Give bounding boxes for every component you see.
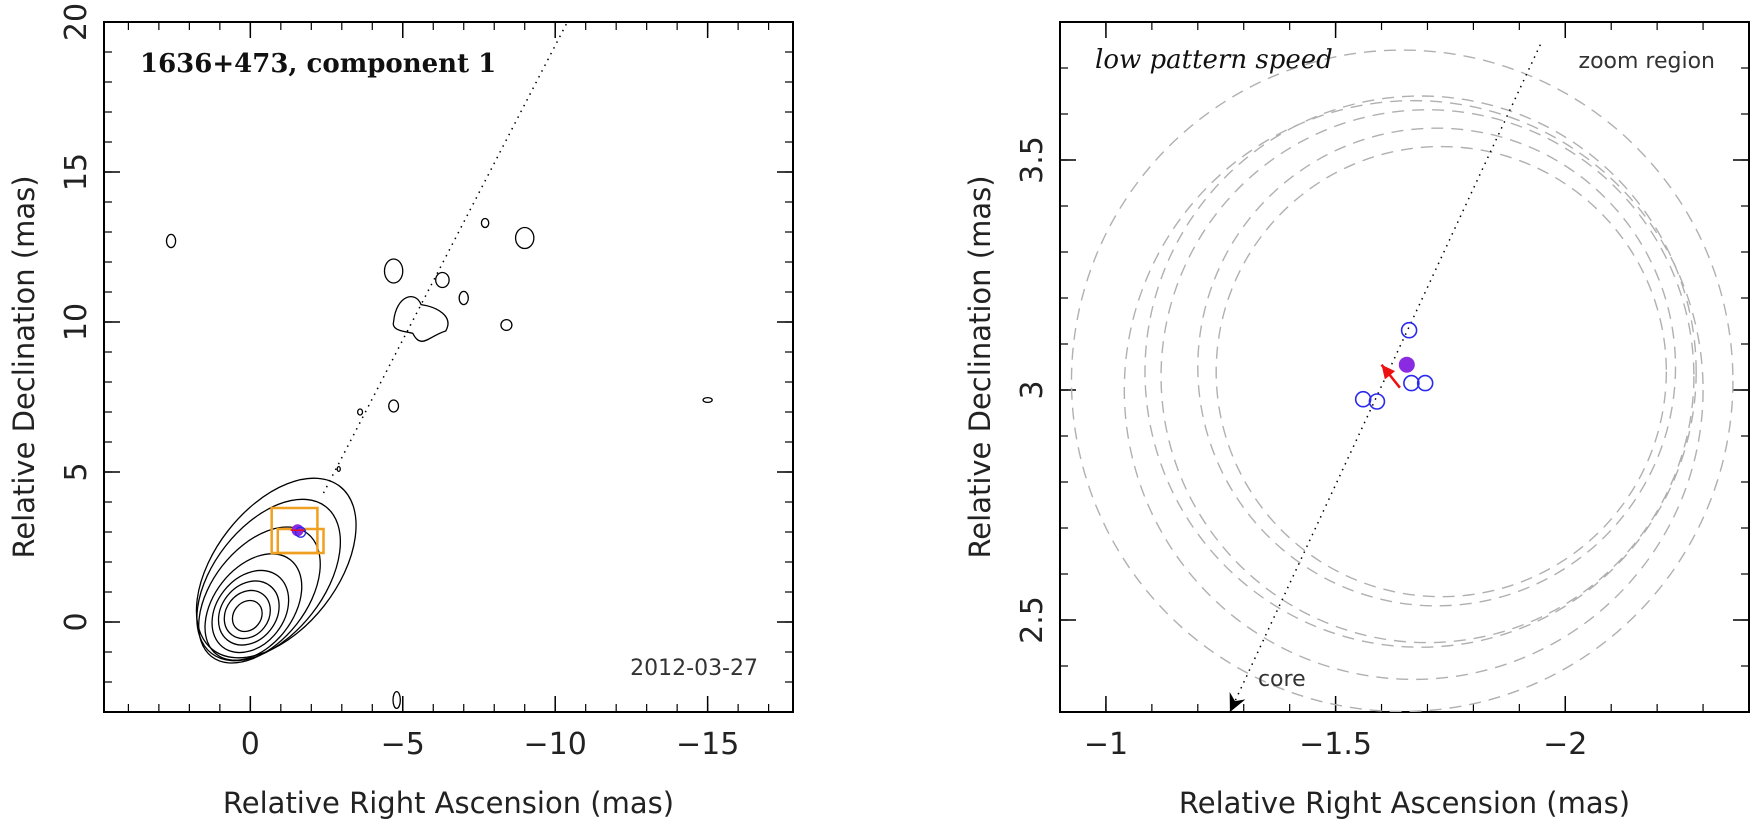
contour-island — [392, 690, 401, 710]
core-direction-arrowhead — [1229, 692, 1246, 712]
core-label: core — [1258, 667, 1306, 692]
y-tick-label: 0 — [59, 612, 94, 631]
y-tick-label: 3 — [1015, 380, 1050, 399]
contour-island — [514, 226, 535, 250]
y-tick-label: 15 — [59, 153, 94, 191]
x-tick-label: −1.5 — [1299, 727, 1372, 762]
pattern-speed-circle — [1215, 145, 1668, 598]
observed-point — [1416, 374, 1434, 392]
core-contour — [223, 589, 271, 640]
pattern-speed-circle — [1197, 127, 1677, 607]
contour-island — [165, 233, 177, 249]
core-contour — [211, 569, 290, 654]
x-tick-label: 0 — [241, 727, 260, 762]
left-panel: 0 −5 −10 −15 0 5 10 15 20 Relative Right Ascensio… — [7, 3, 794, 820]
contour-island — [435, 271, 450, 289]
core-contour — [196, 498, 342, 662]
y-tick-label: 2.5 — [1015, 596, 1050, 644]
x-tick-label: −5 — [381, 727, 425, 762]
y-tick-label: 10 — [59, 303, 94, 341]
y-tick-label: 3.5 — [1015, 136, 1050, 184]
plot-frame — [1059, 21, 1750, 713]
pattern-speed-circle — [1070, 49, 1734, 712]
core-contour — [198, 526, 321, 664]
core-contour — [195, 477, 357, 659]
core-contour — [217, 580, 280, 646]
plot-frame — [103, 21, 794, 713]
jet-axis-line — [322, 22, 569, 494]
x-axis-label: Relative Right Ascension (mas) — [1179, 786, 1630, 820]
x-axis-label: Relative Right Ascension (mas) — [223, 786, 674, 820]
zoom-region-label: zoom region — [1579, 49, 1715, 74]
left-panel-date: 2012-03-27 — [630, 656, 758, 681]
right-panel-title: low pattern speed — [1095, 45, 1333, 75]
y-tick-label: 5 — [59, 462, 94, 481]
left-panel-title: 1636+473, component 1 — [140, 49, 496, 79]
contour-island — [500, 318, 513, 332]
right-panel: −1 −1.5 −2 2.5 3 3.5 Relative Right Ascension … — [963, 21, 1750, 820]
contour-island — [383, 258, 404, 284]
y-tick-label: 20 — [59, 3, 94, 41]
contour-island — [356, 408, 364, 416]
contour-island — [458, 290, 469, 306]
observed-point — [1354, 390, 1372, 408]
y-axis-label: Relative Declination (mas) — [7, 175, 41, 558]
left-plot-area — [165, 22, 713, 710]
observed-point — [1368, 393, 1386, 410]
core-contour — [204, 553, 303, 661]
contour-island — [702, 396, 713, 404]
pattern-speed-circle — [1123, 99, 1704, 681]
component-open-marker — [294, 526, 307, 538]
x-tick-label: −15 — [676, 727, 739, 762]
contour-island — [388, 399, 400, 413]
contour-island — [336, 465, 341, 473]
model-point — [1398, 356, 1415, 373]
contour-island — [480, 217, 490, 229]
core-contour — [231, 599, 263, 633]
pattern-speed-circle — [1160, 109, 1695, 644]
y-axis-label: Relative Declination (mas) — [963, 175, 997, 558]
contour-cloud — [392, 295, 449, 342]
observed-point — [1400, 321, 1418, 339]
right-plot-area — [1070, 40, 1734, 712]
motion-arrow-head — [1381, 364, 1396, 380]
observed-point — [1403, 374, 1420, 392]
pattern-speed-circle — [1144, 95, 1697, 648]
x-tick-label: −10 — [524, 727, 587, 762]
x-tick-label: −1 — [1084, 727, 1128, 762]
x-tick-label: −2 — [1543, 727, 1587, 762]
